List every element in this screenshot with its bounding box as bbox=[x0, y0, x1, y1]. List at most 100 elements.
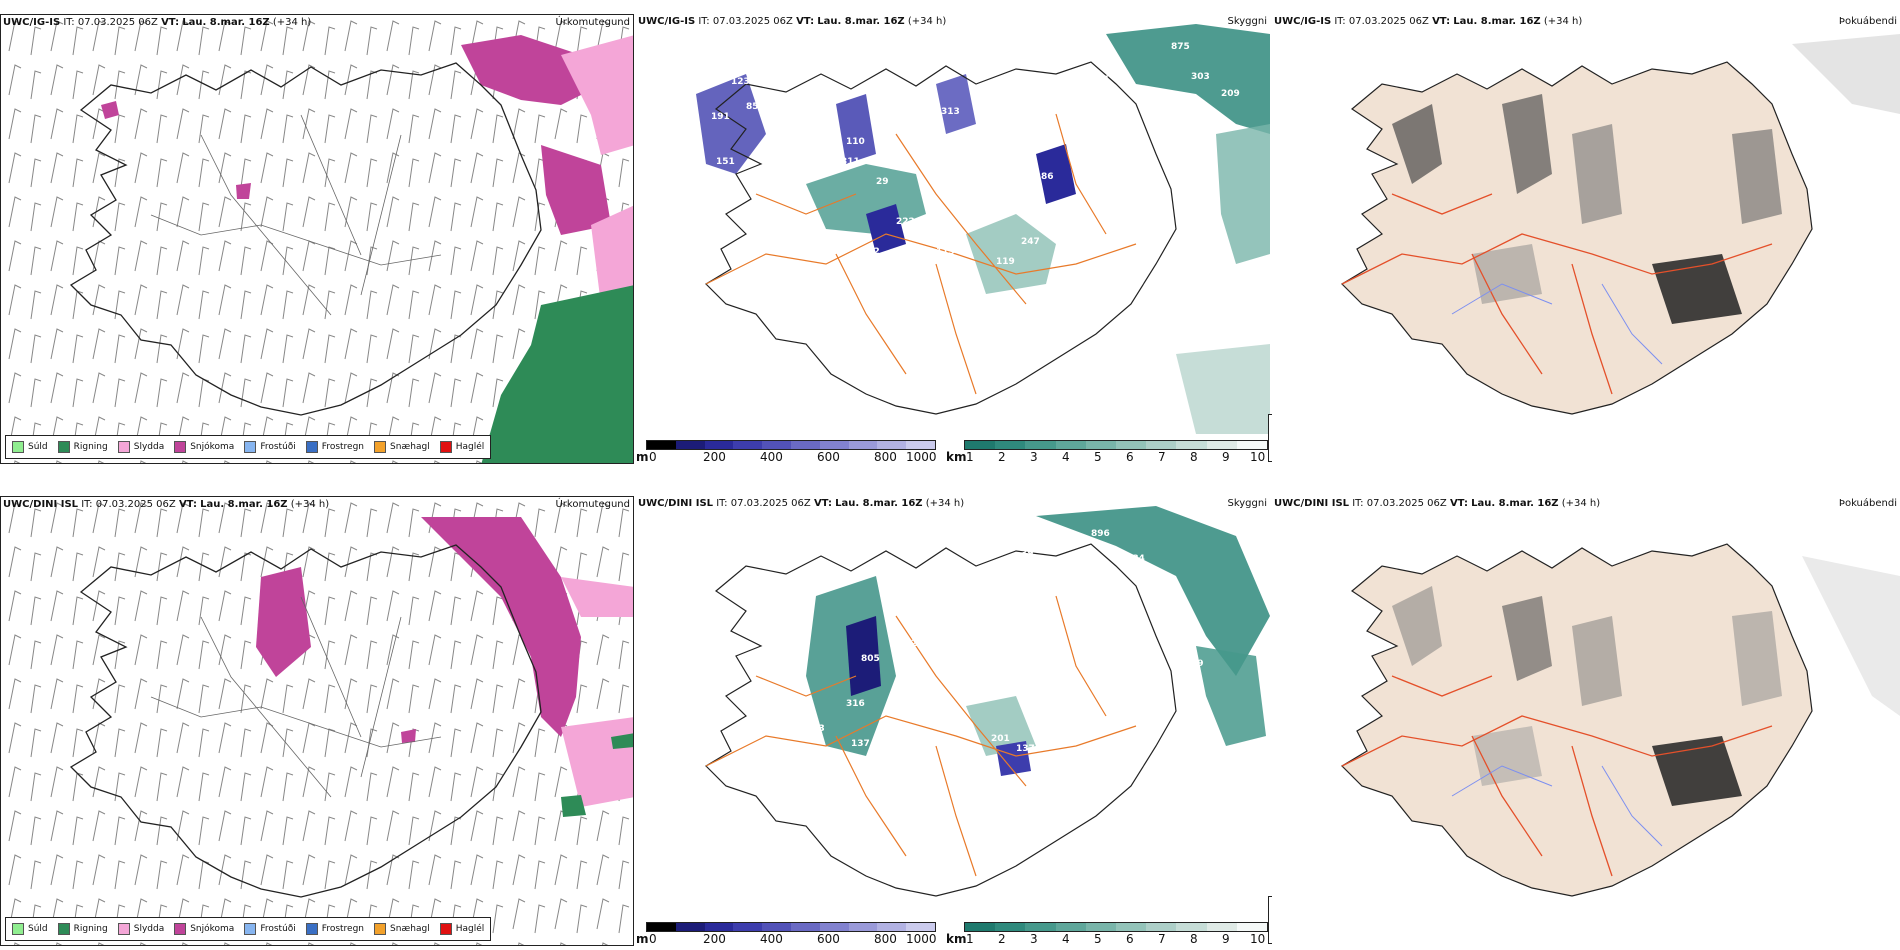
legend-item: Súld bbox=[12, 923, 48, 935]
svg-text:896: 896 bbox=[1091, 529, 1110, 539]
svg-text:89: 89 bbox=[1191, 659, 1204, 669]
legend-item: Frostregn bbox=[305, 923, 364, 935]
precip-type-panel-row2: UWC/DINI ISL IT: 07.03.2025 06Z VT: Lau.… bbox=[0, 496, 634, 946]
panel-title: UWC/DINI ISL IT: 07.03.2025 06Z VT: Lau.… bbox=[638, 498, 965, 509]
svg-text:313: 313 bbox=[941, 107, 960, 117]
legend-item: Rigning bbox=[57, 923, 108, 935]
svg-text:191: 191 bbox=[711, 112, 730, 122]
svg-text:76: 76 bbox=[1186, 624, 1199, 634]
svg-text:115: 115 bbox=[951, 614, 970, 624]
snow-field bbox=[461, 35, 601, 105]
svg-text:206: 206 bbox=[981, 689, 1000, 699]
svg-text:805: 805 bbox=[861, 654, 880, 664]
legend-item: Haglél bbox=[439, 923, 484, 935]
precip-legend-row1: Súld Rigning Slydda Snjókoma Frostúði Fr… bbox=[5, 435, 492, 459]
svg-text:39: 39 bbox=[1021, 549, 1034, 559]
svg-text:122: 122 bbox=[1046, 212, 1065, 222]
svg-text:13: 13 bbox=[1121, 77, 1134, 87]
svg-text:119: 119 bbox=[996, 257, 1015, 267]
legend-item: Snæhagl bbox=[374, 441, 430, 453]
svg-text:106: 106 bbox=[1091, 287, 1110, 297]
legend-item: Frostúði bbox=[244, 441, 296, 453]
svg-text:88: 88 bbox=[1036, 619, 1049, 629]
svg-text:146: 146 bbox=[1056, 687, 1075, 697]
legend-item: Snjókoma bbox=[174, 441, 234, 453]
iceland-outline bbox=[69, 62, 542, 416]
precip-legend-row2: Súld Rigning Slydda Snjókoma Frostúði Fr… bbox=[5, 917, 492, 941]
svg-text:85: 85 bbox=[746, 102, 759, 112]
legend-item: Snjókoma bbox=[174, 923, 234, 935]
svg-text:875: 875 bbox=[1171, 42, 1190, 52]
svg-text:215: 215 bbox=[901, 604, 920, 614]
svg-text:129: 129 bbox=[766, 709, 785, 719]
legend-swatch bbox=[174, 923, 187, 935]
colorbar-strip bbox=[646, 440, 936, 450]
legend-swatch bbox=[12, 441, 24, 453]
legend-swatch bbox=[244, 923, 257, 935]
legend-swatch bbox=[374, 923, 387, 935]
svg-text:43: 43 bbox=[1186, 687, 1199, 697]
panel-title: UWC/IG-IS IT: 07.03.2025 06Z VT: Lau. 8.… bbox=[1274, 16, 1583, 27]
legend-swatch bbox=[305, 441, 318, 453]
visibility-panel-row2: 97 559 215 283 805 316 137 115 206 107 2… bbox=[636, 496, 1270, 946]
svg-text:97: 97 bbox=[781, 549, 794, 559]
svg-text:129: 129 bbox=[746, 714, 765, 724]
svg-text:61: 61 bbox=[696, 247, 709, 257]
precip-type-map-row2 bbox=[1, 497, 633, 945]
legend-swatch bbox=[117, 441, 130, 453]
svg-text:222: 222 bbox=[896, 217, 915, 227]
fog-panel-row1: UWC/IG-IS IT: 07.03.2025 06Z VT: Lau. 8.… bbox=[1272, 14, 1900, 464]
svg-text:283: 283 bbox=[911, 639, 930, 649]
legend-item: Snæhagl bbox=[374, 923, 430, 935]
svg-text:110: 110 bbox=[846, 137, 865, 147]
panel-variable-label: Úrkomutegund bbox=[555, 17, 630, 28]
visibility-colorbar-km-row2: km 1 2 3 4 5 6 7 8 9 10 bbox=[946, 922, 1268, 946]
panel-variable-label: Þokuábendi bbox=[1838, 16, 1897, 27]
legend-swatch bbox=[57, 441, 70, 453]
visibility-panel-row1: 123 85 191 110 311 313 29 222 102 115 11… bbox=[636, 14, 1270, 464]
visibility-colorbar-m-row2: m 0 200 400 600 800 1000 bbox=[636, 922, 937, 946]
iceland-land bbox=[1341, 61, 1813, 415]
svg-text:247: 247 bbox=[1021, 237, 1040, 247]
svg-text:151: 151 bbox=[716, 157, 735, 167]
colorbar-strip bbox=[646, 922, 936, 932]
visibility-colorbar-km-row1: km 1 2 3 4 5 6 7 8 9 10 bbox=[946, 440, 1268, 464]
legend-item: Súld bbox=[12, 441, 48, 453]
visibility-map-row2: 97 559 215 283 805 316 137 115 206 107 2… bbox=[705, 506, 1270, 897]
svg-text:137: 137 bbox=[1016, 744, 1035, 754]
svg-text:102: 102 bbox=[861, 247, 880, 257]
panel-title: UWC/DINI ISL IT: 07.03.2025 06Z VT: Lau.… bbox=[1274, 498, 1601, 509]
panel-variable-label: Skyggni bbox=[1227, 16, 1267, 27]
svg-text:316: 316 bbox=[846, 699, 865, 709]
svg-text:209: 209 bbox=[1221, 89, 1240, 99]
svg-text:29: 29 bbox=[876, 177, 889, 187]
svg-text:113: 113 bbox=[846, 262, 865, 272]
legend-swatch bbox=[174, 441, 187, 453]
svg-text:133: 133 bbox=[806, 724, 825, 734]
svg-text:311: 311 bbox=[841, 157, 860, 167]
panel-title: UWC/IG-IS IT: 07.03.2025 06Z VT: Lau. 8.… bbox=[638, 16, 947, 27]
precip-type-panel-row1: UWC/IG-IS IT: 07.03.2025 06Z VT: Lau. 8.… bbox=[0, 14, 634, 464]
legend-item: Frostregn bbox=[305, 441, 364, 453]
road-network bbox=[705, 113, 1137, 395]
precip-type-map-row1 bbox=[1, 15, 633, 463]
legend-swatch bbox=[305, 923, 318, 935]
legend-swatch bbox=[12, 923, 24, 935]
colorbar-strip bbox=[964, 922, 1268, 932]
legend-swatch bbox=[117, 923, 130, 935]
svg-text:46: 46 bbox=[711, 684, 724, 694]
legend-item: Slydda bbox=[117, 441, 164, 453]
legend-swatch bbox=[57, 923, 70, 935]
svg-text:284: 284 bbox=[1126, 554, 1145, 564]
svg-text:301: 301 bbox=[1091, 75, 1110, 85]
svg-text:107: 107 bbox=[941, 724, 960, 734]
visibility-value-labels: 97 559 215 283 805 316 137 115 206 107 2… bbox=[711, 529, 1204, 754]
legend-item: Frostúði bbox=[244, 923, 296, 935]
fog-map-row2 bbox=[1341, 543, 1900, 897]
svg-text:137: 137 bbox=[851, 739, 870, 749]
visibility-colorbar-m-row1: m 0 200 400 600 800 1000 bbox=[636, 440, 937, 464]
legend-swatch bbox=[244, 441, 257, 453]
svg-text:111: 111 bbox=[801, 247, 820, 257]
legend-swatch bbox=[374, 441, 387, 453]
svg-text:182: 182 bbox=[1056, 277, 1075, 287]
